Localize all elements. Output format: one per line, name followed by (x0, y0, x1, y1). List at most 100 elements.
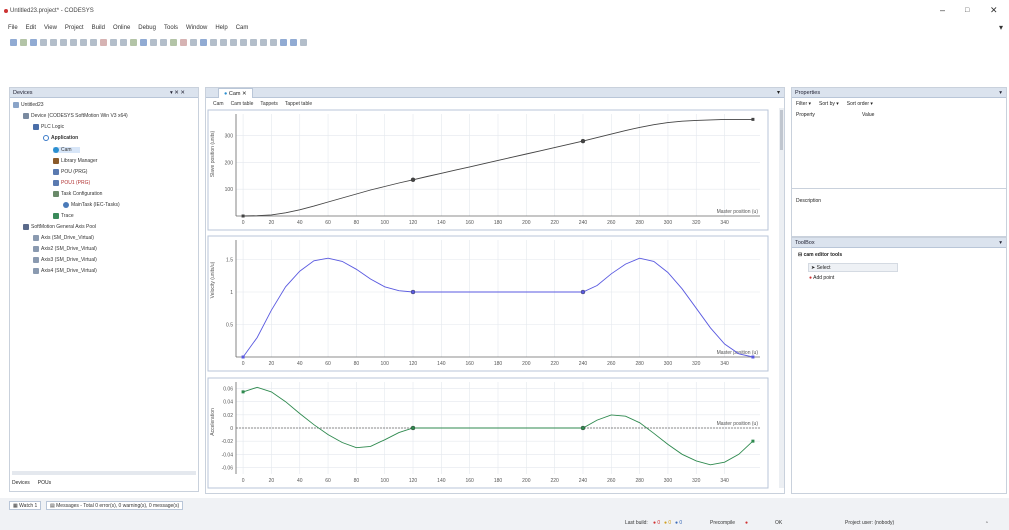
x-tick-label: 140 (437, 361, 446, 367)
toolbox-panel: ToolBox ▾ ⊟ cam editor tools ➤ Select ● … (791, 237, 1007, 494)
unforce-icon[interactable] (270, 38, 277, 46)
open-project-icon[interactable] (20, 38, 27, 46)
tree-item[interactable]: MainTask (IEC-Tasks) (63, 202, 120, 208)
redo-icon[interactable] (60, 38, 67, 46)
breakpoint-icon[interactable] (200, 38, 207, 46)
devices-hscrollbar[interactable] (12, 471, 196, 475)
replace-icon[interactable] (120, 38, 127, 46)
logout-icon[interactable] (160, 38, 167, 46)
tab-cam[interactable]: ● Cam ✕ (218, 88, 253, 98)
print-icon[interactable] (40, 38, 47, 46)
build-icon[interactable] (130, 38, 137, 46)
step-into-icon[interactable] (220, 38, 227, 46)
tree-item[interactable]: POU (PRG) (53, 169, 87, 175)
subtab-tappets[interactable]: Tappets (260, 101, 278, 107)
tab-devices[interactable]: Devices (12, 480, 30, 486)
notification-icon[interactable]: ◔ (985, 520, 989, 526)
run-to-cursor-icon[interactable] (240, 38, 247, 46)
tree-item[interactable]: Library Manager (53, 158, 97, 164)
editor-dropdown-icon[interactable]: ▾ (776, 90, 780, 96)
zoom-out-icon[interactable] (290, 38, 297, 46)
menu-edit[interactable]: Edit (25, 25, 37, 31)
properties-dropdown-icon[interactable]: ▾ (999, 90, 1002, 96)
minimize-button[interactable]: – (940, 5, 946, 15)
library-icon (53, 158, 59, 164)
menu-debug[interactable]: Debug (138, 25, 156, 31)
login-icon[interactable] (150, 38, 157, 46)
toolbox-item-select[interactable]: ➤ Select (808, 263, 898, 272)
tree-item[interactable]: Cam (53, 147, 80, 153)
tree-item[interactable]: POU1 (PRG) (53, 180, 90, 186)
reset-icon[interactable] (190, 38, 197, 46)
window-title: Untitled23.project* - CODESYS (10, 8, 94, 14)
paste-icon[interactable] (90, 38, 97, 46)
warning-count: ● 0 (664, 520, 672, 526)
zoom-in-icon[interactable] (280, 38, 287, 46)
menu-online[interactable]: Online (112, 25, 131, 31)
undo-icon[interactable] (50, 38, 57, 46)
force-values-icon[interactable] (260, 38, 267, 46)
grid-icon[interactable] (300, 38, 307, 46)
maximize-button[interactable]: □ (965, 7, 970, 14)
tree-item[interactable]: Untitled23 (13, 102, 44, 108)
tree-item[interactable]: Axis3 (SM_Drive_Virtual) (33, 257, 97, 263)
y-tick-label: 0.02 (223, 413, 233, 419)
menu-window[interactable]: Window (186, 25, 208, 31)
end-point (751, 439, 755, 443)
menu-help[interactable]: Help (215, 25, 228, 31)
x-tick-label: 180 (494, 478, 503, 484)
toolbar-options-icon[interactable]: ▾ (998, 23, 1003, 32)
cursor-icon: ➤ (811, 265, 817, 271)
toolbox-dropdown-icon[interactable]: ▾ (999, 240, 1002, 246)
step-over-icon[interactable] (210, 38, 217, 46)
editor-vscrollbar[interactable] (779, 108, 784, 488)
tree-item[interactable]: Application (43, 135, 78, 141)
tab-watch-1[interactable]: ▦ Watch 1 (9, 501, 42, 510)
menu-cam[interactable]: Cam (235, 25, 249, 31)
toolbox-item-add-point[interactable]: ● Add point (809, 275, 835, 281)
step-out-icon[interactable] (230, 38, 237, 46)
menu-project[interactable]: Project (64, 25, 84, 31)
new-project-icon[interactable] (10, 38, 17, 46)
filter-button[interactable]: Filter ▾ (796, 101, 812, 107)
toolbox-group-cam-editor-tools[interactable]: ⊟ cam editor tools (798, 252, 843, 258)
menu-tools[interactable]: Tools (163, 25, 178, 31)
x-tick-label: 80 (354, 220, 360, 226)
rebuild-icon[interactable] (140, 38, 147, 46)
sort-order-button[interactable]: Sort order ▾ (846, 101, 873, 107)
subtab-cam-table[interactable]: Cam table (230, 101, 254, 107)
devices-panel-header: Devices ▾ ✕ ✕ (10, 88, 198, 98)
cam-charts[interactable]: 0 20 40 60 80 100 120 140 160 180 200 220 240 260 280 3… (206, 108, 776, 493)
copy-icon[interactable] (80, 38, 87, 46)
messages-icon: ▤ (50, 503, 57, 509)
find-icon[interactable] (110, 38, 117, 46)
subtab-tappet-table[interactable]: Tappet table (284, 101, 313, 107)
tab-messages[interactable]: ▤ Messages - Total 0 error(s), 0 warning… (46, 501, 184, 510)
write-values-icon[interactable] (250, 38, 257, 46)
close-tab-icon[interactable]: ✕ (242, 91, 247, 97)
tree-item[interactable]: Axis (SM_Drive_Virtual) (33, 235, 94, 241)
menu-build[interactable]: Build (91, 25, 105, 31)
tree-item[interactable]: Axis2 (SM_Drive_Virtual) (33, 246, 97, 252)
menu-view[interactable]: View (44, 25, 57, 31)
tree-item[interactable]: Task Configuration (53, 191, 102, 197)
tree-item[interactable]: SoftMotion General Axis Pool (23, 224, 96, 230)
title-bar: Untitled23.project* - CODESYS – □ ✕ (0, 0, 1009, 22)
close-button[interactable]: ✕ (990, 5, 998, 15)
delete-icon[interactable] (100, 38, 107, 46)
x-tick-label: 200 (522, 478, 531, 484)
tab-pous[interactable]: POUs (37, 480, 52, 486)
devices-panel-controls[interactable]: ▾ ✕ ✕ (170, 90, 186, 96)
stop-icon[interactable] (180, 38, 187, 46)
menu-file[interactable]: File (8, 25, 18, 31)
tree-item[interactable]: Axis4 (SM_Drive_Virtual) (33, 268, 97, 274)
tree-item[interactable]: Trace (53, 213, 74, 219)
tree-item[interactable]: Device (CODESYS SoftMotion Win V3 x64) (23, 113, 128, 119)
tree-item[interactable]: PLC Logic (33, 124, 64, 130)
cut-icon[interactable] (70, 38, 77, 46)
subtab-cam[interactable]: Cam (213, 101, 224, 107)
save-icon[interactable] (30, 38, 37, 46)
scroll-thumb[interactable] (780, 110, 783, 150)
sort-by-button[interactable]: Sort by ▾ (819, 101, 839, 107)
start-icon[interactable] (170, 38, 177, 46)
